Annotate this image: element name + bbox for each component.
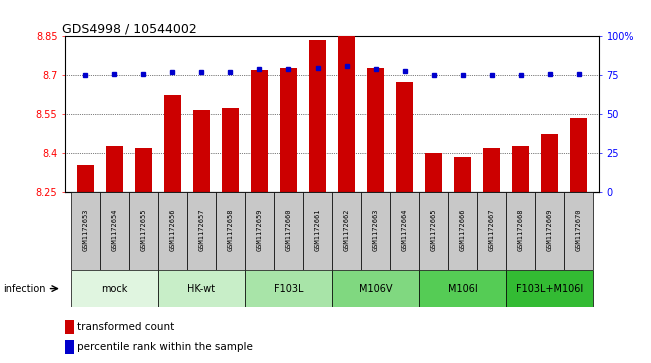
Text: F103L+M106I: F103L+M106I — [516, 284, 583, 294]
Bar — [506, 192, 535, 270]
Text: GSM1172658: GSM1172658 — [227, 209, 234, 251]
Bar — [396, 82, 413, 192]
Bar — [158, 270, 245, 307]
Text: GSM1172666: GSM1172666 — [460, 209, 465, 251]
Bar — [390, 192, 419, 270]
Bar — [361, 192, 390, 270]
Bar — [187, 192, 216, 270]
Text: GSM1172660: GSM1172660 — [286, 209, 292, 251]
Bar — [303, 192, 332, 270]
Text: GSM1172669: GSM1172669 — [547, 209, 553, 251]
Bar — [564, 192, 593, 270]
Bar — [425, 153, 442, 192]
Bar — [100, 192, 129, 270]
Text: GSM1172664: GSM1172664 — [402, 209, 408, 251]
Bar — [77, 165, 94, 192]
Bar — [419, 270, 506, 307]
Bar — [332, 192, 361, 270]
Bar — [448, 192, 477, 270]
Bar — [216, 192, 245, 270]
Bar — [483, 148, 500, 192]
Text: percentile rank within the sample: percentile rank within the sample — [77, 342, 253, 352]
Bar — [245, 192, 274, 270]
Bar — [512, 146, 529, 192]
Text: F103L: F103L — [273, 284, 303, 294]
Text: GSM1172662: GSM1172662 — [344, 209, 350, 251]
Text: GSM1172659: GSM1172659 — [256, 209, 262, 251]
Text: GSM1172653: GSM1172653 — [83, 209, 89, 251]
Text: infection: infection — [3, 284, 46, 294]
Bar — [332, 270, 419, 307]
Bar — [105, 146, 123, 192]
Bar — [280, 68, 298, 192]
Bar — [193, 110, 210, 192]
Bar — [158, 192, 187, 270]
Bar — [419, 192, 448, 270]
Bar — [164, 95, 181, 192]
Bar — [129, 192, 158, 270]
Text: GSM1172668: GSM1172668 — [518, 209, 523, 251]
Text: GSM1172655: GSM1172655 — [141, 209, 146, 251]
Bar — [245, 270, 332, 307]
Text: GSM1172661: GSM1172661 — [314, 209, 320, 251]
Bar — [65, 320, 74, 334]
Bar — [541, 134, 559, 192]
Bar — [506, 270, 593, 307]
Bar — [65, 340, 74, 354]
Bar — [135, 148, 152, 192]
Bar — [309, 40, 326, 192]
Text: GSM1172670: GSM1172670 — [575, 209, 581, 251]
Bar — [570, 118, 587, 192]
Text: GSM1172657: GSM1172657 — [199, 209, 204, 251]
Text: GSM1172656: GSM1172656 — [169, 209, 175, 251]
Bar — [535, 192, 564, 270]
Bar — [274, 192, 303, 270]
Text: HK-wt: HK-wt — [187, 284, 215, 294]
Text: transformed count: transformed count — [77, 322, 174, 332]
Text: GSM1172654: GSM1172654 — [111, 209, 117, 251]
Bar — [454, 157, 471, 192]
Text: M106V: M106V — [359, 284, 393, 294]
Text: M106I: M106I — [448, 284, 477, 294]
Bar — [477, 192, 506, 270]
Bar — [71, 192, 100, 270]
Text: GSM1172665: GSM1172665 — [430, 209, 437, 251]
Text: mock: mock — [102, 284, 128, 294]
Bar — [338, 35, 355, 192]
Text: GSM1172667: GSM1172667 — [489, 209, 495, 251]
Bar — [71, 270, 158, 307]
Bar — [367, 68, 384, 192]
Bar — [251, 70, 268, 192]
Text: GSM1172663: GSM1172663 — [372, 209, 378, 251]
Text: GDS4998 / 10544002: GDS4998 / 10544002 — [62, 22, 197, 35]
Bar — [222, 108, 239, 192]
